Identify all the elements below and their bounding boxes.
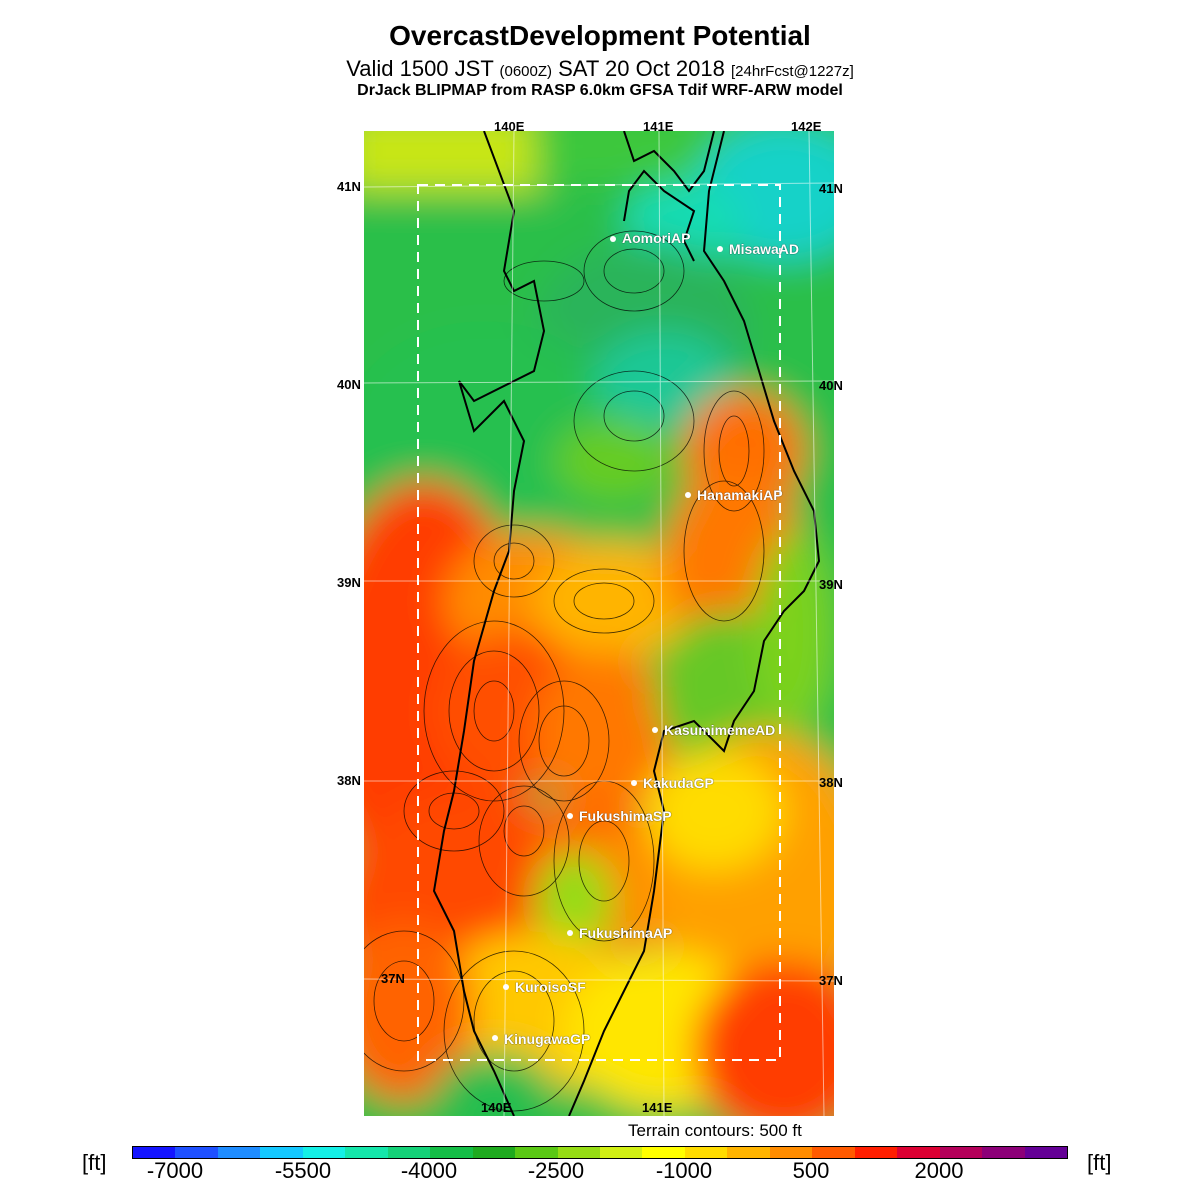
colorbar-swatch — [260, 1147, 303, 1158]
colorbar-swatch — [345, 1147, 388, 1158]
colorbar-swatch — [727, 1147, 770, 1158]
colorbar-tick-label: -4000 — [400, 1158, 458, 1183]
colorbar-swatch — [515, 1147, 558, 1158]
terrain-contours — [364, 230, 765, 1112]
model-description: DrJack BLIPMAP from RASP 6.0km GFSA Tdif… — [357, 82, 843, 99]
map-title: OvercastDevelopment Potential — [389, 20, 811, 51]
colorbar-unit-right: [ft] — [1087, 1150, 1112, 1175]
latitude-label-38n-left: 38N — [337, 773, 361, 788]
colorbar-tick-label: -1000 — [655, 1158, 713, 1183]
colorbar-swatch — [1024, 1147, 1067, 1158]
colorbar — [132, 1146, 1068, 1159]
colorbar-swatch — [684, 1147, 728, 1158]
colorbar-tick-label: -5500 — [274, 1158, 332, 1183]
forecast-info: [24hrFcst@1227z] — [730, 63, 854, 80]
forecast-domain-box — [417, 184, 781, 1061]
colorbar-swatch — [982, 1147, 1025, 1158]
colorbar-swatch — [472, 1147, 516, 1158]
colorbar-tick-label: 500 — [792, 1158, 830, 1183]
colorbar-swatch — [387, 1147, 431, 1158]
forecast-field — [364, 131, 834, 1116]
east-coastline — [568, 131, 821, 1116]
colorbar-swatch — [642, 1147, 685, 1158]
valid-time-line: Valid 1500 JST (0600Z) SAT 20 Oct 2018 [… — [0, 56, 1200, 82]
valid-time-text: Valid 1500 JST — [346, 56, 500, 81]
latitude-label-41n-left: 41N — [337, 179, 361, 194]
colorbar-tick-label: -7000 — [146, 1158, 204, 1183]
color-field — [364, 131, 834, 1116]
utc-time: (0600Z) — [499, 63, 553, 80]
colorbar-swatch — [133, 1147, 176, 1158]
colorbar-tick-label: 2000 — [914, 1158, 964, 1183]
forecast-map — [364, 131, 834, 1116]
terrain-contour-note: Terrain contours: 500 ft — [628, 1121, 802, 1140]
colorbar-swatch — [430, 1147, 473, 1158]
colorbar-swatch — [769, 1147, 813, 1158]
colorbar-swatch — [854, 1147, 898, 1158]
colorbar-unit-left: [ft] — [82, 1150, 107, 1175]
latitude-label-40n-left: 40N — [337, 377, 361, 392]
graticule — [364, 131, 834, 1116]
colorbar-swatch — [812, 1147, 855, 1158]
colorbar-swatch — [217, 1147, 261, 1158]
colorbar-swatch — [175, 1147, 218, 1158]
latitude-label-39n-left: 39N — [337, 575, 361, 590]
colorbar-tick-label: -2500 — [527, 1158, 585, 1183]
west-coastline — [432, 131, 546, 1116]
colorbar-swatch — [939, 1147, 983, 1158]
colorbar-swatch — [302, 1147, 346, 1158]
colorbar-swatch — [599, 1147, 643, 1158]
valid-date-text: SAT 20 Oct 2018 — [552, 56, 731, 81]
colorbar-swatch — [557, 1147, 600, 1158]
colorbar-swatch — [897, 1147, 940, 1158]
